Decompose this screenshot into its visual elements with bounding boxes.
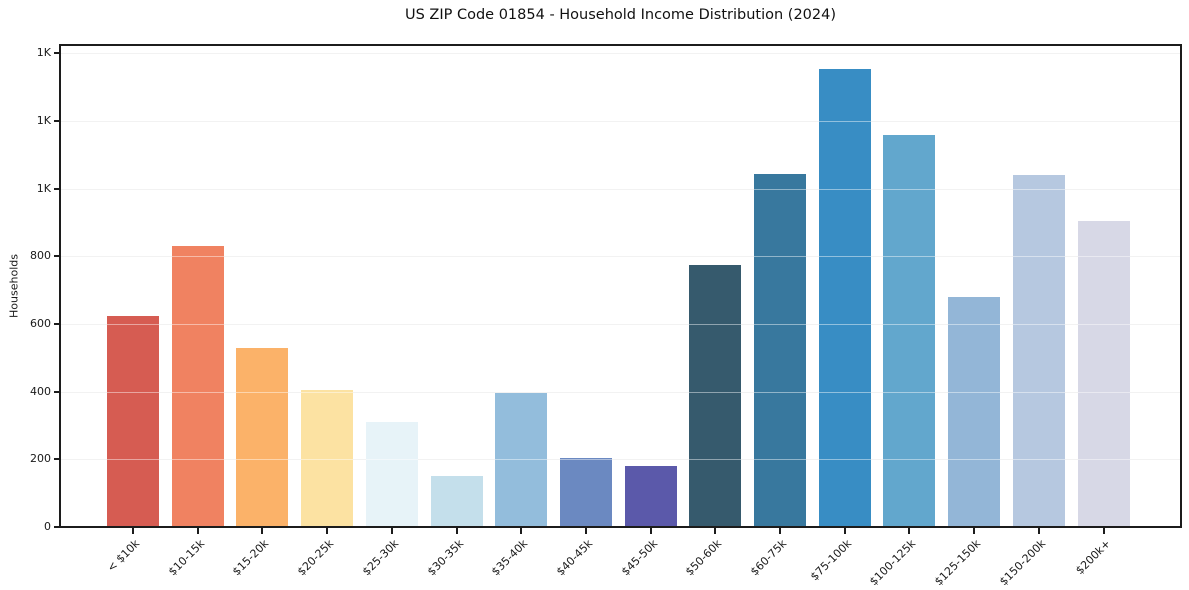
bar — [430, 476, 483, 527]
gridline-overlay — [60, 391, 1181, 393]
y-tick-label: 1K — [36, 46, 51, 60]
y-tick-label: 200 — [30, 452, 51, 466]
bar — [301, 390, 354, 527]
bar — [754, 173, 806, 527]
y-axis-label: Households — [7, 254, 21, 318]
gridline-overlay — [60, 324, 1181, 326]
y-tick-label: 600 — [30, 317, 51, 331]
y-tick-mark — [54, 255, 60, 258]
bar — [171, 246, 224, 527]
bar — [365, 422, 418, 527]
gridline — [60, 391, 1181, 393]
gridline-overlay — [60, 53, 1181, 55]
x-tick-label: < $10k — [104, 537, 143, 575]
bar — [948, 297, 1001, 527]
gridline — [60, 459, 1181, 461]
x-tick-mark — [584, 528, 587, 534]
x-tick-mark — [714, 528, 717, 534]
bar — [883, 134, 936, 527]
gridline-overlay — [60, 121, 1181, 123]
x-tick-mark — [390, 528, 393, 534]
gridline-overlay — [60, 459, 1181, 461]
x-tick-mark — [132, 528, 134, 534]
y-tick-mark — [54, 52, 60, 55]
x-tick-mark — [1037, 528, 1040, 534]
y-tick-label: 400 — [30, 384, 51, 398]
x-tick-mark — [1102, 528, 1105, 534]
y-tick-label: 1K — [36, 181, 51, 195]
y-tick-mark — [54, 526, 60, 528]
x-tick-mark — [326, 528, 329, 534]
x-tick-mark — [908, 528, 911, 534]
y-tick-mark — [54, 323, 60, 326]
x-tick-mark — [196, 528, 199, 534]
x-tick-mark — [520, 528, 523, 534]
y-tick-mark — [54, 458, 60, 461]
gridline — [60, 188, 1181, 190]
y-tick-mark — [54, 120, 60, 123]
bar — [236, 347, 289, 527]
x-tick-mark — [649, 528, 652, 534]
gridline — [60, 121, 1181, 123]
y-tick-mark — [54, 390, 60, 393]
bar — [1012, 175, 1065, 527]
bar — [107, 315, 159, 527]
y-tick-label: 800 — [30, 249, 51, 263]
x-tick-mark — [973, 528, 976, 534]
bar — [818, 68, 871, 527]
bar — [689, 264, 742, 527]
y-tick-label: 1K — [36, 114, 51, 128]
y-tick-mark — [54, 187, 60, 190]
bar — [495, 393, 548, 527]
gridline-overlay — [60, 256, 1181, 258]
x-tick-mark — [843, 528, 846, 534]
bar — [624, 466, 677, 527]
gridline-overlay — [60, 188, 1181, 190]
plot-area — [60, 45, 1181, 527]
y-tick-label: 0 — [44, 520, 51, 533]
bar — [559, 457, 612, 527]
chart-title: US ZIP Code 01854 - Household Income Dis… — [404, 7, 837, 23]
x-tick-mark — [779, 528, 781, 534]
x-tick-mark — [261, 528, 264, 534]
bar — [1077, 220, 1130, 527]
gridline — [60, 256, 1181, 258]
x-tick-mark — [455, 528, 458, 534]
gridline — [60, 324, 1181, 326]
gridline — [60, 53, 1181, 55]
